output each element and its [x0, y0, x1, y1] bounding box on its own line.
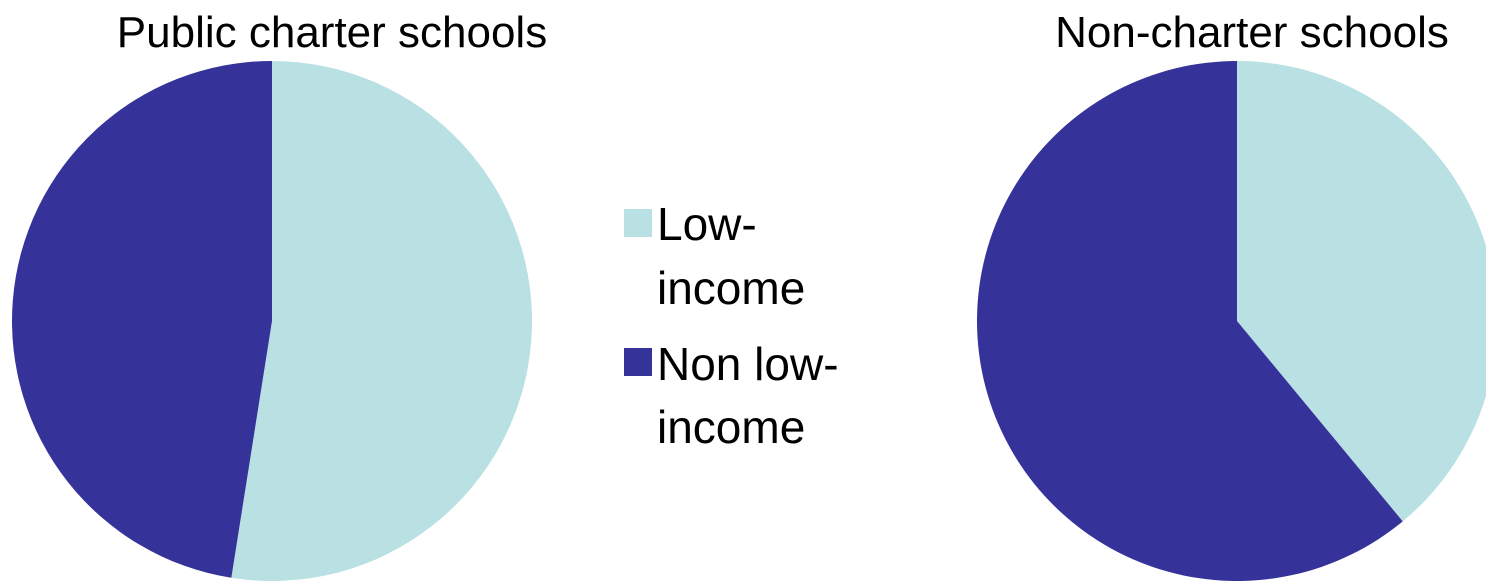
pie-slice-non-low-income — [12, 61, 272, 578]
legend-item-non-low-income: Non low- income — [624, 338, 839, 453]
legend-item-low-income: Low- income — [624, 198, 805, 314]
legend-swatch-low-income — [624, 209, 652, 237]
pie-slice-non-low-income — [977, 61, 1403, 581]
pie-slices — [12, 61, 533, 581]
pie-slice-low-income — [1237, 61, 1486, 522]
legend-label: income — [657, 401, 805, 453]
chart-title: Public charter schools — [117, 8, 547, 57]
pie-chart-non-charter: Non-charter schools — [977, 8, 1486, 581]
legend-label: Low- — [657, 198, 757, 250]
legend-swatch-non-low-income — [624, 348, 652, 376]
pie-chart-public-charter: Public charter schools — [12, 8, 547, 581]
legend: Low- income Non low- income — [624, 198, 839, 453]
pie-slice-low-income — [231, 61, 533, 581]
legend-label: Non low- — [657, 338, 839, 390]
chart-title: Non-charter schools — [1055, 8, 1449, 57]
legend-label: income — [657, 262, 805, 314]
pie-slices — [977, 61, 1486, 581]
